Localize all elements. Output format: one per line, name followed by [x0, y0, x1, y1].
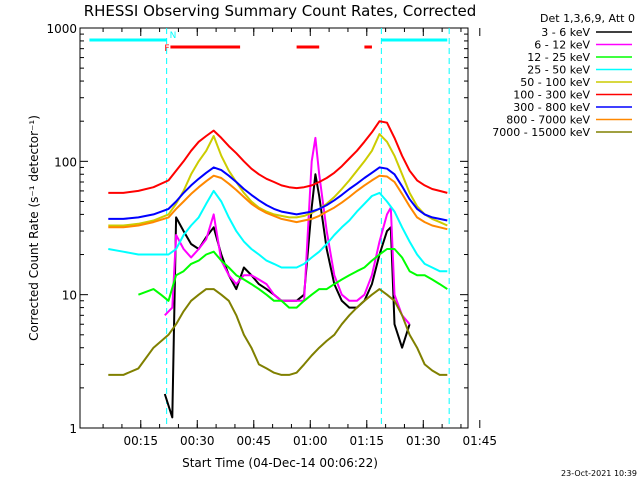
legend-label: 800 - 7000 keV	[506, 114, 590, 127]
series-group	[89, 28, 450, 428]
footer-date: 23-Oct-2021 10:39	[561, 469, 637, 478]
chart-title: RHESSI Observing Summary Count Rates, Co…	[84, 2, 477, 20]
x-tick-label: 01:45	[462, 434, 497, 448]
series-line	[108, 166, 448, 222]
x-tick-label: 01:15	[349, 434, 384, 448]
legend-label: 3 - 6 keV	[541, 26, 590, 39]
series-line	[108, 120, 448, 194]
x-tick-label: 00:30	[180, 434, 215, 448]
series-line	[138, 248, 448, 309]
plot-frame	[79, 27, 469, 429]
y-tick-label: 10	[62, 289, 77, 303]
legend-label: 6 - 12 keV	[534, 39, 590, 52]
x-tick-label: 00:45	[236, 434, 271, 448]
series-line	[108, 174, 448, 231]
y-tick-label: 1000	[46, 22, 77, 36]
legend-label: 25 - 50 keV	[527, 64, 590, 77]
series-line	[108, 133, 448, 227]
x-tick-label: 01:30	[406, 434, 441, 448]
y-axis-label: Corrected Count Rate (s⁻¹ detector⁻¹)	[27, 115, 41, 341]
plot-area: 1 10 100 1000 00:15 00:30 00:45 01:00 01:15 01:30…	[46, 22, 497, 448]
legend-label: 7000 - 15000 keV	[492, 126, 590, 139]
series-line	[164, 136, 411, 325]
flag-label: N	[170, 31, 177, 41]
legend-label: 100 - 300 keV	[513, 89, 590, 102]
legend-label: 50 - 100 keV	[520, 76, 590, 89]
series-line	[108, 189, 448, 273]
x-tick-label: 00:15	[123, 434, 158, 448]
series-line	[108, 288, 448, 376]
x-tick-label: 01:00	[293, 434, 328, 448]
legend-label: 300 - 800 keV	[513, 101, 590, 114]
x-axis-label: Start Time (04-Dec-14 00:06:22)	[182, 456, 378, 470]
legend-header: Det 1,3,6,9, Att 0	[540, 12, 635, 25]
flag-label: F	[164, 44, 169, 54]
y-tick-label: 100	[54, 155, 77, 169]
y-tick-label: 1	[69, 422, 77, 436]
legend-label: 12 - 25 keV	[527, 51, 590, 64]
